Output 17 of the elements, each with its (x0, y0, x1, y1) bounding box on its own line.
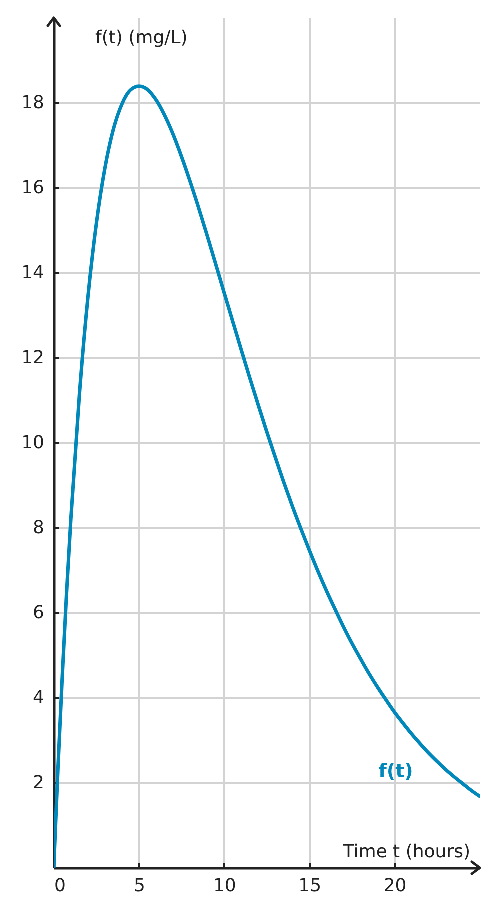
x-tick-label: 10 (213, 876, 236, 896)
y-tick-label: 14 (22, 262, 44, 284)
y-tick-label: 4 (33, 688, 44, 708)
y-axis-title: f(t) (mg/L) (96, 28, 188, 48)
y-tick-label: 10 (22, 432, 44, 454)
y-tick-label: 8 (33, 518, 44, 538)
y-tick-label: 2 (33, 772, 44, 794)
x-axis-title: Time t (hours) (342, 842, 470, 862)
series-label: f(t) (378, 760, 414, 783)
y-tick-label: 12 (22, 348, 44, 368)
x-tick-label: 15 (298, 876, 322, 896)
y-tick-label: 18 (22, 92, 44, 114)
y-tick-label: 6 (33, 602, 44, 624)
x-tick-label: 20 (384, 876, 407, 896)
x-tick-label: 0 (54, 876, 66, 896)
x-tick-label: 5 (134, 876, 146, 896)
y-tick-label: 16 (22, 178, 44, 198)
